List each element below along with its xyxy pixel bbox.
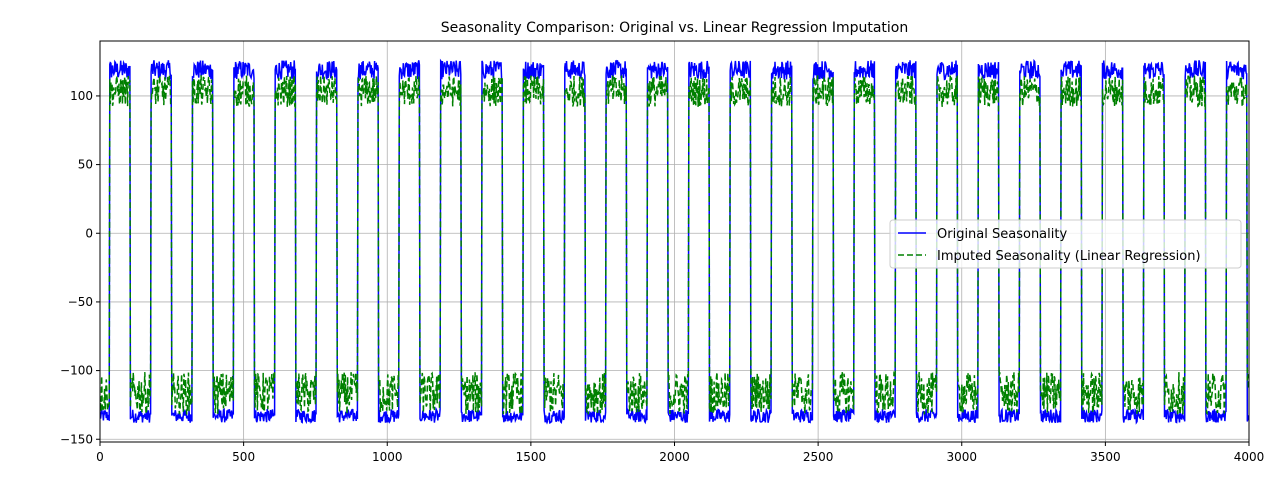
y-tick-label: 0 xyxy=(85,226,93,240)
y-tick-label: −150 xyxy=(60,432,93,446)
x-tick-label: 3000 xyxy=(946,450,977,464)
x-tick-label: 500 xyxy=(232,450,255,464)
ticks: 0 500 1000 1500 2000 2500 3000 3500 4000−150−100… xyxy=(60,89,1264,464)
x-tick-label: 3500 xyxy=(1090,450,1121,464)
x-tick-label: 0 xyxy=(96,450,104,464)
y-tick-label: −50 xyxy=(68,295,93,309)
x-tick-label: 1000 xyxy=(372,450,403,464)
y-tick-label: −100 xyxy=(60,364,93,378)
legend-label-imputed: Imputed Seasonality (Linear Regression) xyxy=(937,249,1201,264)
chart-title: Seasonality Comparison: Original vs. Lin… xyxy=(441,20,909,36)
series-layer xyxy=(100,58,1249,425)
legend: Original Seasonality Imputed Seasonality… xyxy=(889,219,1242,269)
series-line-original xyxy=(100,58,1249,425)
legend-label-original: Original Seasonality xyxy=(937,227,1067,242)
series-line-imputed xyxy=(100,73,1249,416)
legend-box xyxy=(889,219,1242,269)
x-tick-label: 1500 xyxy=(516,450,547,464)
x-tick-label: 2500 xyxy=(803,450,834,464)
y-tick-label: 50 xyxy=(78,158,93,172)
x-tick-label: 4000 xyxy=(1234,450,1265,464)
y-tick-label: 100 xyxy=(70,89,93,103)
x-tick-label: 2000 xyxy=(659,450,690,464)
